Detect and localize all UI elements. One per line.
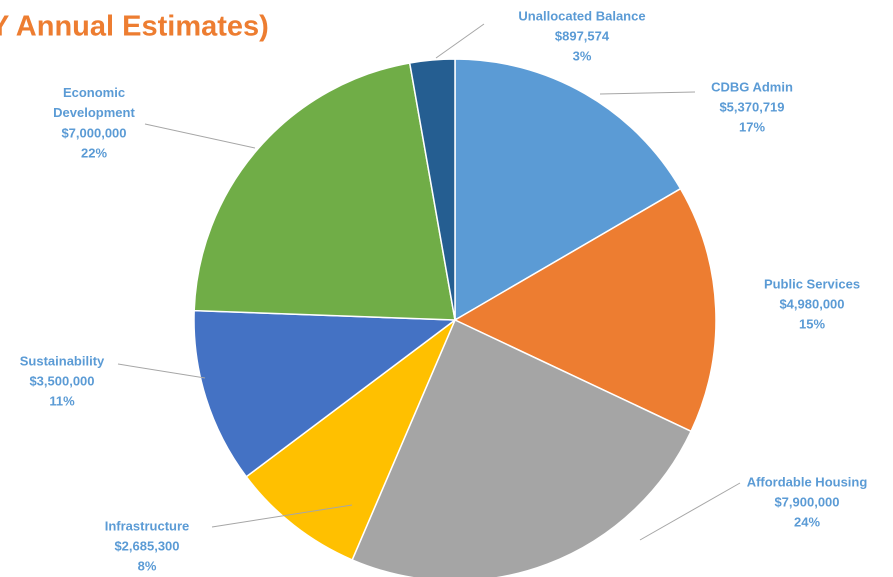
slice-label-name: CDBG Admin <box>711 79 793 94</box>
slice-label-name: Public Services <box>764 276 860 291</box>
slice-label-value: $2,685,300 <box>114 538 179 553</box>
slice-label-name: Unallocated Balance <box>518 8 645 23</box>
slice-label-value: $897,574 <box>555 28 610 43</box>
slice-label-name: Economic Development <box>53 85 135 120</box>
label-line: Development <box>53 105 135 120</box>
leader-line <box>144 123 256 149</box>
leader-line <box>639 482 741 541</box>
pie-slice <box>408 58 456 321</box>
slice-label-value: $7,000,000 <box>61 125 126 140</box>
slice-label-percent: 11% <box>49 393 75 408</box>
pie-slice <box>193 62 456 321</box>
slice-label-name: Infrastructure <box>105 518 190 533</box>
pie-slice <box>193 309 458 478</box>
pie-slice <box>245 317 457 561</box>
slice-label-value: $5,370,719 <box>719 99 784 114</box>
slice-label-name: Sustainability <box>20 353 105 368</box>
slice-label-percent: 24% <box>794 514 820 529</box>
slice-label-value: $3,500,000 <box>29 373 94 388</box>
leader-line <box>435 23 485 59</box>
leader-line <box>599 91 696 95</box>
leader-line <box>117 363 206 379</box>
slice-label-percent: 15% <box>799 316 825 331</box>
leader-line <box>211 504 353 528</box>
pie-slice <box>453 187 717 433</box>
slice-label-percent: 3% <box>573 48 592 63</box>
slice-label-value: $7,900,000 <box>774 494 839 509</box>
pie-slice <box>351 318 693 577</box>
slice-label-name: Affordable Housing <box>747 474 868 489</box>
slice-label-value: $4,980,000 <box>779 296 844 311</box>
slice-label-percent: 17% <box>739 119 765 134</box>
slice-label-percent: 8% <box>138 558 157 573</box>
pie-slice <box>454 58 682 322</box>
chart-title: Y Annual Estimates) <box>0 11 269 43</box>
slice-label-percent: 22% <box>81 145 107 160</box>
label-line: Economic <box>63 85 125 100</box>
